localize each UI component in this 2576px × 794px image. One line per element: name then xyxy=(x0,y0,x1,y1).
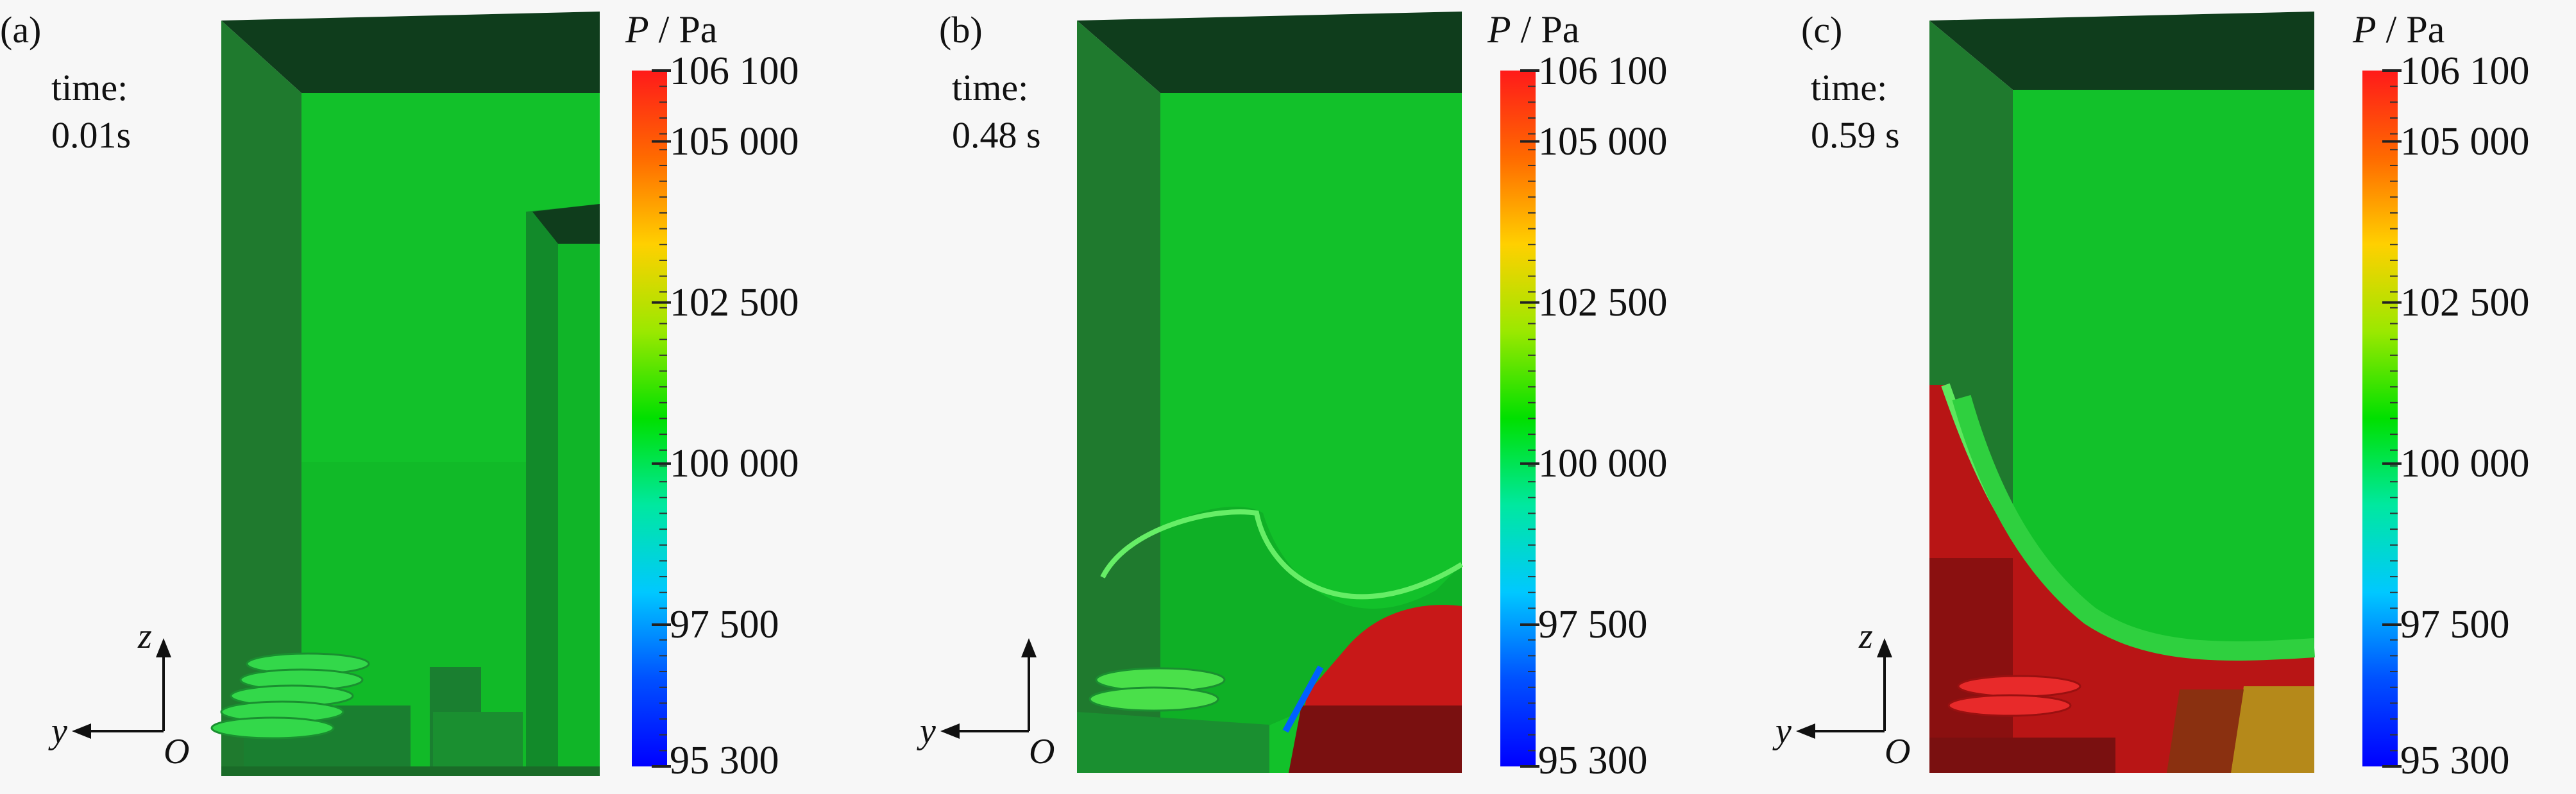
colorbar-tick-label: 105 000 xyxy=(670,119,799,164)
time-caption: time: xyxy=(952,67,1029,108)
axis-origin-label: O xyxy=(164,732,190,772)
colorbar-title: P / Pa xyxy=(625,8,718,51)
colorbar-tick-label: 105 000 xyxy=(1538,119,1668,164)
axis-triad xyxy=(72,638,171,739)
pressure-unit: Pa xyxy=(2406,8,2445,51)
axis-y-label: y xyxy=(1775,711,1792,751)
panel-a: (a) time: 0.01s xyxy=(0,0,859,794)
simulation-domain xyxy=(210,12,600,776)
colorbar-tick-label: 95 300 xyxy=(1538,739,1648,782)
colorbar-tick-label: 95 300 xyxy=(2400,739,2510,782)
pressure-unit: Pa xyxy=(679,8,718,51)
colorbar-tick-label: 100 000 xyxy=(670,441,799,486)
axis-origin-label: O xyxy=(1029,732,1055,772)
pressure-symbol: P xyxy=(2353,8,2377,51)
time-caption: time: xyxy=(51,67,128,108)
axis-y-label: y xyxy=(51,711,67,751)
colorbar-tick-label: 106 100 xyxy=(670,49,799,93)
colorbar-tick-label: 105 000 xyxy=(2400,119,2530,164)
panel-c: (c) time: 0.59 s z y O P / Pa 106 100 105… xyxy=(1718,0,2576,794)
colorbar-tick-label: 100 000 xyxy=(1538,441,1668,486)
colorbar-tick-label: 102 500 xyxy=(1538,280,1668,325)
simulation-domain xyxy=(1077,12,1464,773)
time-caption: time: xyxy=(1811,67,1888,108)
simulation-domain xyxy=(1929,12,2315,773)
colorbar-title: P / Pa xyxy=(1487,8,1580,51)
axis-y-label: y xyxy=(920,711,936,751)
colorbar xyxy=(632,69,671,768)
colorbar xyxy=(1500,69,1539,768)
pressure-unit: Pa xyxy=(1541,8,1580,51)
colorbar-tick-label: 100 000 xyxy=(2400,441,2530,486)
axis-triad xyxy=(1796,638,1892,739)
colorbar-tick-label: 106 100 xyxy=(2400,49,2530,93)
axis-origin-label: O xyxy=(1885,732,1911,772)
axis-z-label: z xyxy=(1859,616,1873,656)
axis-triad xyxy=(940,638,1037,739)
panel-label: (b) xyxy=(939,9,983,51)
colorbar-tick-label: 102 500 xyxy=(670,280,799,325)
time-value: 0.01s xyxy=(51,114,131,156)
colorbar-tick-label: 106 100 xyxy=(1538,49,1668,93)
colorbar-title: P / Pa xyxy=(2353,8,2445,51)
colorbar-tick-label: 102 500 xyxy=(2400,280,2530,325)
panel-b: (b) time: 0.48 s y O P / Pa 106 100 105 0… xyxy=(859,0,1718,794)
colorbar-tick-label: 97 500 xyxy=(2400,602,2510,646)
panel-label: (c) xyxy=(1801,9,1843,51)
panel-label: (a) xyxy=(0,9,42,51)
pressure-symbol: P xyxy=(1487,8,1511,51)
colorbar xyxy=(2362,69,2402,768)
colorbar-tick-label: 97 500 xyxy=(1538,602,1648,646)
colorbar-tick-label: 95 300 xyxy=(670,739,779,782)
time-value: 0.48 s xyxy=(952,114,1041,156)
pressure-symbol: P xyxy=(625,8,649,51)
colorbar-tick-label: 97 500 xyxy=(670,602,779,646)
time-value: 0.59 s xyxy=(1811,114,1900,156)
axis-z-label: z xyxy=(138,616,152,656)
